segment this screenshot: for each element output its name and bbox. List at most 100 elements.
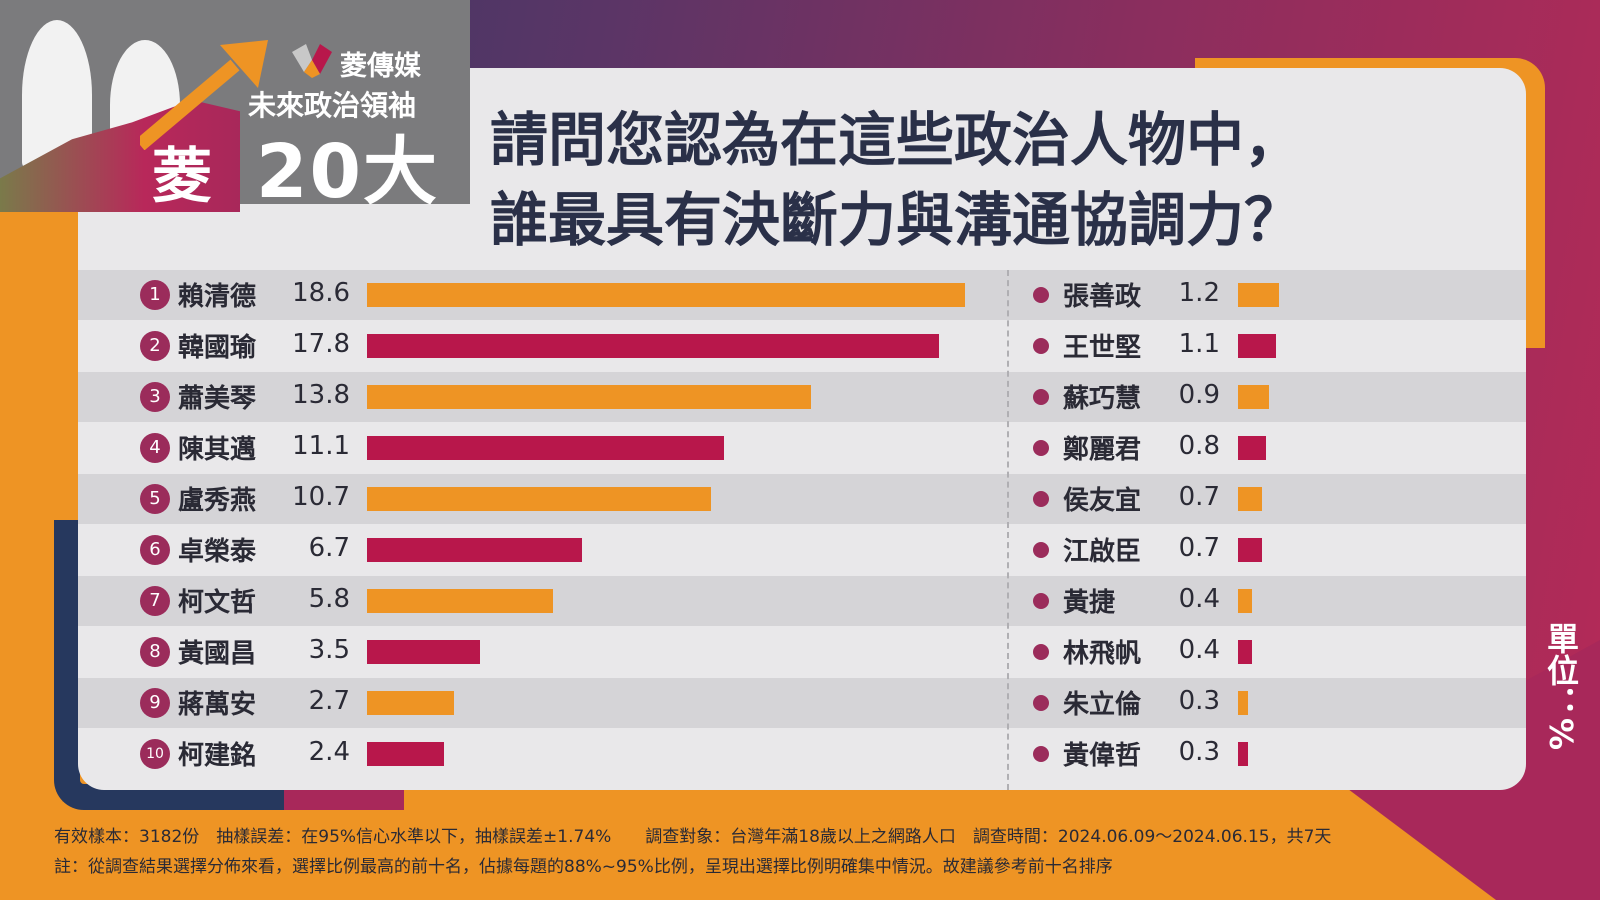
value-label: 0.4 [1178, 584, 1220, 614]
bar [1238, 742, 1249, 766]
rank-badge: 6 [140, 535, 170, 565]
bar [367, 742, 445, 766]
candidate-name: 黃偉哲 [1063, 741, 1142, 771]
value-label: 0.3 [1178, 737, 1220, 767]
bullet-icon [1033, 695, 1049, 711]
value-label: 3.5 [308, 635, 350, 665]
candidate-name: 黃捷 [1063, 588, 1116, 618]
rank-badge: 5 [140, 484, 170, 514]
value-label: 2.4 [308, 737, 350, 767]
bullet-icon [1033, 338, 1049, 354]
chart-row: 8 黃國昌 3.5 林飛帆 0.4 [78, 627, 1526, 677]
value-label: 1.1 [1178, 329, 1220, 359]
chart-row: 6 卓榮泰 6.7 江啟臣 0.7 [78, 525, 1526, 575]
value-label: 13.8 [292, 380, 350, 410]
bullet-icon [1033, 746, 1049, 762]
series-name: 未來政治領袖 [248, 89, 417, 122]
bar [1238, 487, 1263, 511]
logo-character: 菱 [152, 142, 212, 212]
rank-badge: 7 [140, 586, 170, 616]
value-label: 0.3 [1178, 686, 1220, 716]
value-label: 10.7 [292, 482, 350, 512]
media-name: 菱傳媒 [340, 51, 421, 82]
bar [367, 487, 711, 511]
bar [367, 589, 554, 613]
candidate-name: 侯友宜 [1063, 486, 1142, 516]
footer-line-1: 有效樣本：3182份 抽樣誤差：在95%信心水準以下，抽樣誤差±1.74% 調查… [54, 827, 1332, 847]
value-label: 18.6 [292, 278, 350, 308]
candidate-name: 賴清德 [178, 282, 257, 312]
bullet-icon [1033, 287, 1049, 303]
candidate-name: 韓國瑜 [178, 333, 257, 363]
candidate-name: 王世堅 [1063, 333, 1142, 363]
bullet-icon [1033, 593, 1049, 609]
value-label: 17.8 [292, 329, 350, 359]
candidate-name: 江啟臣 [1063, 537, 1142, 567]
footer-line-2: 註：從調查結果選擇分佈來看，選擇比例最高的前十名，佔據每題的88%~95%比例，… [54, 857, 1113, 877]
bullet-icon [1033, 542, 1049, 558]
candidate-name: 柯建銘 [178, 741, 257, 771]
bar [1238, 640, 1252, 664]
footer-notes: 有效樣本：3182份 抽樣誤差：在95%信心水準以下，抽樣誤差±1.74% 調查… [54, 822, 1554, 882]
bar [1238, 385, 1270, 409]
chart-row: 9 蔣萬安 2.7 朱立倫 0.3 [78, 678, 1526, 728]
bar [367, 436, 724, 460]
candidate-name: 陳其邁 [178, 435, 257, 465]
rank-badge: 10 [140, 739, 170, 769]
rank-badge: 3 [140, 382, 170, 412]
value-label: 2.7 [308, 686, 350, 716]
chart-row: 5 盧秀燕 10.7 侯友宜 0.7 [78, 474, 1526, 524]
chart-title: 請問您認為在這些政治人物中， 誰最具有決斷力與溝通協調力？ [490, 100, 1450, 260]
chart-row: 2 韓國瑜 17.8 王世堅 1.1 [78, 321, 1526, 371]
rank-badge: 8 [140, 637, 170, 667]
candidate-name: 蔣萬安 [178, 690, 257, 720]
candidate-name: 張善政 [1063, 282, 1142, 312]
series-logo: 菱 菱傳媒 未來政治領袖 20大 [0, 0, 470, 215]
candidate-name: 朱立倫 [1063, 690, 1142, 720]
value-label: 6.7 [308, 533, 350, 563]
value-label: 0.9 [1178, 380, 1220, 410]
bar [1238, 589, 1252, 613]
candidate-name: 林飛帆 [1063, 639, 1142, 669]
bar [367, 640, 480, 664]
value-label: 0.7 [1178, 482, 1220, 512]
bar [1238, 538, 1263, 562]
brand-mark-icon [292, 44, 332, 78]
value-label: 11.1 [292, 431, 350, 461]
value-label: 0.7 [1178, 533, 1220, 563]
bullet-icon [1033, 440, 1049, 456]
candidate-name: 蕭美琴 [178, 384, 257, 414]
unit-label: 單位：% [1542, 622, 1580, 751]
series-number: 20大 [256, 129, 439, 215]
rank-badge: 2 [140, 331, 170, 361]
candidate-name: 黃國昌 [178, 639, 257, 669]
bar [367, 538, 583, 562]
bar [367, 334, 940, 358]
title-line-2: 誰最具有決斷力與溝通協調力？ [490, 186, 1303, 254]
chart-row: 10 柯建銘 2.4 黃偉哲 0.3 [78, 729, 1526, 779]
bar [1238, 436, 1266, 460]
bullet-icon [1033, 491, 1049, 507]
chart-row: 7 柯文哲 5.8 黃捷 0.4 [78, 576, 1526, 626]
bar [1238, 334, 1276, 358]
bar [367, 385, 811, 409]
chart-row: 1 賴清德 18.6 張善政 1.2 [78, 270, 1526, 320]
candidate-name: 盧秀燕 [178, 486, 257, 516]
candidate-name: 柯文哲 [178, 588, 257, 618]
title-line-1: 請問您認為在這些政治人物中， [490, 106, 1303, 174]
chart-row: 4 陳其邁 11.1 鄭麗君 0.8 [78, 423, 1526, 473]
value-label: 0.4 [1178, 635, 1220, 665]
column-divider [1007, 270, 1009, 790]
rank-badge: 1 [140, 280, 170, 310]
value-label: 5.8 [308, 584, 350, 614]
candidate-name: 卓榮泰 [178, 537, 257, 567]
bullet-icon [1033, 389, 1049, 405]
growth-arrow-icon [140, 40, 268, 150]
value-label: 0.8 [1178, 431, 1220, 461]
bar [1238, 283, 1280, 307]
candidate-name: 蘇巧慧 [1063, 384, 1142, 414]
bar [367, 283, 965, 307]
chart-row: 3 蕭美琴 13.8 蘇巧慧 0.9 [78, 372, 1526, 422]
candidate-name: 鄭麗君 [1063, 435, 1142, 465]
bar [367, 691, 454, 715]
